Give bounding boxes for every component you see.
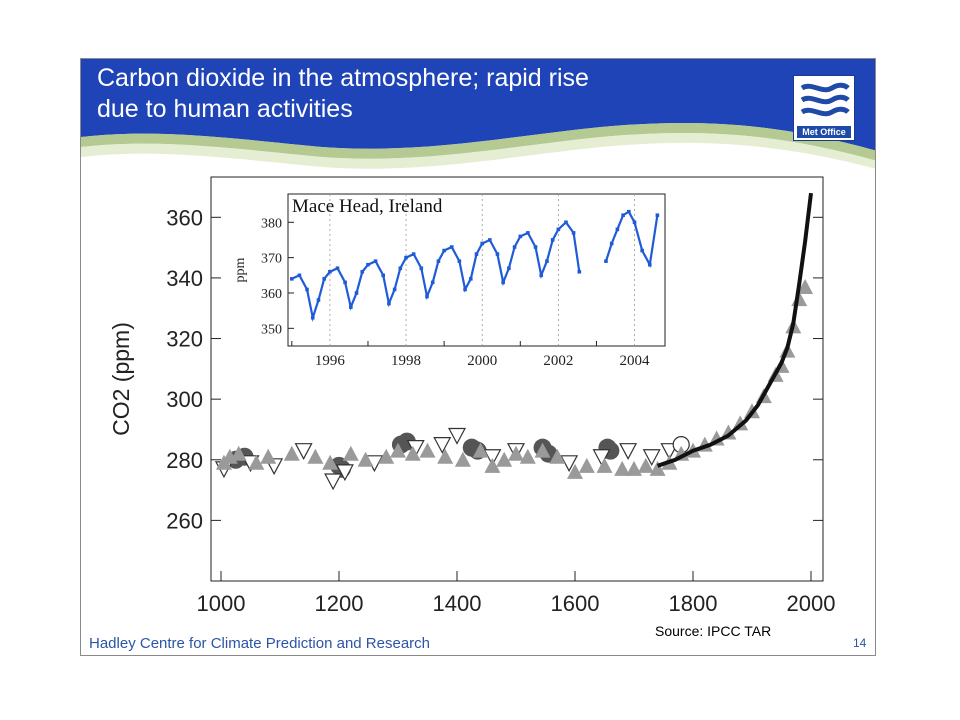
co2-chart: 1000 1200 1400 1600 1800 2000 260 280 300 320 340 3… <box>108 176 836 616</box>
ice-core-open-triangle-point <box>642 449 661 467</box>
mace-head-data-point <box>290 277 294 281</box>
footer-credit: Hadley Centre for Climate Prediction and… <box>89 635 430 652</box>
x-tick-label: 1200 <box>315 591 364 616</box>
ice-core-gray-triangle-point <box>649 460 666 476</box>
source-note: Source: IPCC TAR <box>655 623 772 639</box>
ice-core-gray-triangle-point <box>437 448 454 464</box>
mace-head-co2-line <box>291 220 581 323</box>
inset-y-tick-label: 350 <box>261 322 282 337</box>
banner-wave-light <box>81 132 875 169</box>
ice-core-gray-triangle-point <box>230 445 247 461</box>
ice-core-open-triangle-point <box>592 449 611 467</box>
ice-core-open-triangle-point <box>448 427 466 445</box>
banner-wave <box>81 122 875 161</box>
ice-core-open-triangle-point <box>324 473 343 491</box>
ice-core-gray-triangle-point <box>614 460 631 476</box>
inset-y-axis-label: ppm <box>233 257 248 282</box>
ice-core-gray-triangle-point <box>596 457 613 473</box>
title-banner <box>81 59 875 169</box>
ice-core-gray-triangle-point <box>797 279 814 295</box>
ice-core-gray-triangle-point <box>390 442 406 458</box>
y-tick-label: 280 <box>166 448 203 473</box>
ice-core-open-triangle-point <box>433 437 452 454</box>
ice-core-gray-triangle-point <box>248 454 265 470</box>
inset-plot: 1996 1998 2000 2002 2004 350 360 370 380 Mace Hea… <box>232 190 669 376</box>
x-tick-label: 1800 <box>669 591 718 616</box>
ice-core-gray-triangle-point <box>496 451 513 467</box>
inset-x-tick-label: 1996 <box>315 353 346 369</box>
wave-logo-icon <box>800 82 850 117</box>
ice-core-gray-triangle-point <box>283 445 300 461</box>
met-office-logo: Met Office <box>793 75 855 141</box>
ice-core-gray-triangle-point <box>357 451 374 467</box>
y-axis-label: CO2 (ppm) <box>108 322 134 436</box>
ice-core-open-triangle-point <box>483 449 502 467</box>
inset-y-tick-label: 380 <box>261 216 282 231</box>
ice-core-open-triangle-point <box>294 443 313 460</box>
ice-core-gray-triangle-point <box>472 442 489 458</box>
ice-core-gray-triangle-point <box>260 448 277 464</box>
ice-core-gray-triangle-point <box>549 448 566 464</box>
ice-core-gray-triangle-point <box>419 442 436 458</box>
y-tick-label: 340 <box>166 266 203 291</box>
x-tick-label: 1600 <box>551 591 600 616</box>
inset-title: Mace Head, Ireland <box>292 196 443 217</box>
x-tick-label: 2000 <box>787 591 836 616</box>
ice-core-gray-triangle-point <box>404 445 421 461</box>
ice-core-gray-triangle-point <box>578 457 595 473</box>
inset-x-tick-label: 2000 <box>467 353 497 369</box>
y-tick-label: 260 <box>166 508 203 533</box>
ice-core-open-triangle-point <box>335 464 354 482</box>
inset-y-tick-label: 360 <box>261 287 282 302</box>
ice-core-gray-triangle-point <box>626 460 642 476</box>
slide-title: Carbon dioxide in the atmosphere; rapid … <box>97 64 589 123</box>
instrument-record-line <box>656 192 813 468</box>
slide: Carbon dioxide in the atmosphere; rapid … <box>80 58 876 656</box>
ice-core-open-triangle-point <box>560 455 579 473</box>
inset-x-tick-label: 1998 <box>391 353 421 369</box>
ice-core-open-triangle-point <box>619 443 638 460</box>
ice-core-gray-triangle-point <box>454 451 471 467</box>
ice-core-gray-triangle-point <box>508 445 524 461</box>
y-tick-label: 320 <box>166 327 203 352</box>
banner-background <box>81 59 875 151</box>
ice-core-gray-triangle-point <box>534 442 551 458</box>
logo-label: Met Office <box>797 126 851 138</box>
ice-core-gray-triangle-point <box>342 445 359 461</box>
x-tick-label: 1400 <box>433 591 482 616</box>
ice-core-gray-triangle-point <box>637 457 654 473</box>
inset-frame <box>287 193 666 347</box>
ice-core-gray-triangle-point <box>307 448 324 464</box>
inset-x-tick-label: 2004 <box>620 353 651 369</box>
ice-core-gray-triangle-point <box>519 448 536 464</box>
ice-core-gray-triangle-point <box>322 454 339 470</box>
y-tick-label: 360 <box>166 205 203 230</box>
ice-core-gray-triangle-point <box>484 457 501 473</box>
ice-core-gray-triangle-point <box>567 463 583 479</box>
inset-x-tick-label: 2002 <box>543 353 573 369</box>
ice-core-gray-triangle-point <box>378 448 395 464</box>
page-number: 14 <box>853 636 867 650</box>
y-tick-label: 300 <box>166 387 203 412</box>
inset-y-tick-label: 370 <box>261 252 282 267</box>
x-tick-label: 1000 <box>197 591 246 616</box>
mace-head-co2-line <box>604 210 659 269</box>
